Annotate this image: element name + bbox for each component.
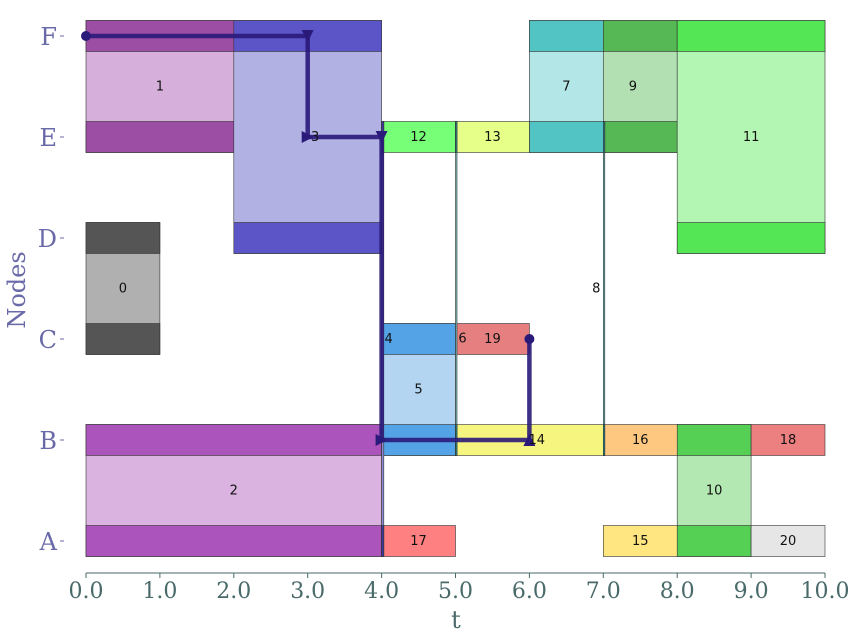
task-cap-top [676,424,752,456]
task-bar [381,525,456,557]
task-block-18 [750,424,826,456]
task-bar [455,323,530,355]
task-block-20 [750,525,826,557]
x-tick-label: 5.0 [438,579,473,604]
task-cap-top [381,323,456,355]
y-tick-label: E [39,124,57,152]
x-axis-title: t [451,606,461,634]
task-cap-bottom [233,222,382,254]
task-label-17: 17 [410,534,427,549]
task-cap-top [455,121,458,153]
task-label-19: 19 [484,332,501,347]
task-label-0: 0 [119,282,127,297]
x-tick-label: 9.0 [734,579,769,604]
task-block-17 [381,525,456,557]
task-label-6: 6 [458,332,466,347]
route-marker [301,131,314,143]
task-cap-bottom [676,525,752,557]
x-tick-label: 6.0 [512,579,547,604]
task-cap-top [85,222,161,254]
task-bar [750,525,826,557]
task-label-11: 11 [743,130,760,145]
route-path [81,30,536,446]
task-block-7 [529,20,604,153]
task-label-3: 3 [311,130,319,145]
task-label-15: 15 [632,534,649,549]
x-tick-label: 0.0 [69,579,104,604]
task-label-13: 13 [484,130,501,145]
x-tick-label: 8.0 [660,579,695,604]
task-block-15 [602,525,678,557]
task-label-4: 4 [384,332,392,347]
task-label-9: 9 [629,80,637,95]
task-block-8 [602,121,606,456]
task-block-11 [676,20,826,254]
route-marker [375,434,388,446]
task-cap-bottom [85,121,235,153]
route-marker [375,131,388,143]
task-label-14: 14 [529,433,546,448]
task-bar [455,121,530,153]
task-label-8: 8 [592,282,600,297]
task-block-12 [381,121,456,153]
y-axis-title: Nodes [3,251,31,328]
route-marker [301,30,314,42]
y-tick-label: C [39,326,57,354]
task-cap-bottom [676,222,826,254]
task-cap-top [676,20,826,52]
task-cap-bottom [602,121,678,153]
task-body [602,121,606,456]
task-label-16: 16 [632,433,649,448]
task-cap-top [85,424,382,456]
task-cap-top [602,20,678,52]
task-block-19 [455,323,530,355]
task-bar [750,424,826,456]
task-cap-bottom [529,121,604,153]
x-tick-label: 10.0 [801,579,850,604]
task-block-13 [455,121,530,153]
y-tick-label: A [39,528,58,556]
task-bar [602,525,678,557]
route-start-point [81,31,91,41]
task-block-2 [85,424,382,557]
task-cap-top [529,20,604,52]
task-block-9 [602,20,678,153]
route-end-point [524,334,535,344]
task-block-1 [85,20,235,153]
task-body [455,121,458,456]
task-cap-bottom [85,323,161,355]
task-cap-bottom [602,424,606,456]
task-bar [602,424,678,456]
task-label-18: 18 [780,433,797,448]
task-cap-bottom [381,525,385,557]
route-marker [523,434,536,446]
task-block-0 [85,222,161,355]
task-label-7: 7 [562,80,570,95]
x-tick-label: 3.0 [290,579,325,604]
task-bar [381,121,456,153]
x-tick-label: 1.0 [142,579,177,604]
x-tick-label: 4.0 [364,579,399,604]
task-cap-bottom [85,525,382,557]
task-label-1: 1 [156,80,164,95]
task-label-5: 5 [414,383,422,398]
task-block-6 [455,121,458,456]
y-tick-label: F [40,23,57,51]
task-label-10: 10 [706,484,723,499]
x-tick-label: 7.0 [586,579,621,604]
task-block-10 [676,424,752,557]
task-cap-top [602,121,606,153]
task-blocks [85,20,826,557]
task-label-12: 12 [410,130,427,145]
y-tick-label: B [39,427,57,455]
task-label-2: 2 [230,484,238,499]
x-tick-label: 2.0 [216,579,251,604]
y-tick-label: D [38,225,57,253]
task-label-20: 20 [780,534,797,549]
axes: 0.0 1.0 2.0 3.0 4.0 5.0 6.0 7.0 8.0 9.0 10.0 A B C D E F [38,23,850,604]
task-body [676,20,826,254]
task-block-16 [602,424,678,456]
